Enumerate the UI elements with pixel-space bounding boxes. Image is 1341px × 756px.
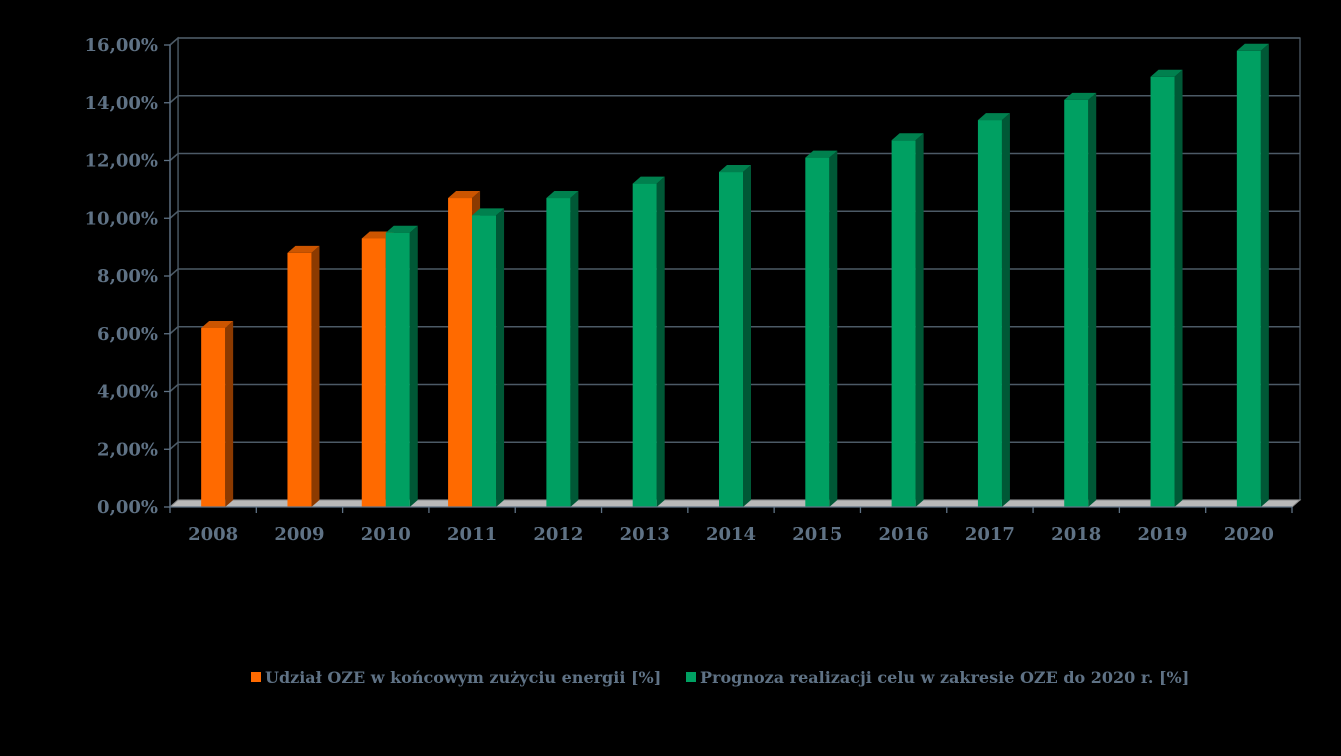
bar (201, 320, 234, 507)
bar-top (448, 191, 481, 199)
bar-top (632, 176, 665, 184)
bar-top (1150, 69, 1183, 77)
bar-side (915, 133, 924, 507)
bar-top (1236, 43, 1269, 51)
bar (385, 225, 418, 507)
gridline (169, 152, 1300, 162)
legend-swatch (251, 672, 261, 682)
bar (287, 245, 320, 507)
bar-side (1260, 43, 1269, 508)
bar-side (570, 191, 579, 507)
bar-top (472, 208, 505, 216)
bar (891, 133, 924, 507)
gridline (169, 210, 1300, 219)
y-tick-label: 10,00% (85, 208, 158, 229)
x-tick-label: 2017 (965, 524, 1015, 545)
legend-item: Udział OZE w końcowym zużyciu energii [%… (251, 668, 661, 687)
bar-front (805, 157, 830, 508)
bar-side (1001, 113, 1010, 507)
bar-front (632, 183, 657, 507)
x-tick-label: 2008 (188, 524, 238, 545)
y-tick-label: 16,00% (85, 35, 158, 56)
bar-top (201, 320, 234, 328)
bar-side (1088, 92, 1097, 508)
bar-top (287, 245, 320, 253)
bar-front (448, 198, 473, 507)
y-axis: 0,00% 2,00% 4,00% 6,00% 8,00% 10,00% 12,00% 14,… (85, 35, 171, 518)
y-tick-label: 2,00% (97, 439, 158, 460)
bar-front (201, 327, 226, 507)
x-tick-label: 2010 (361, 524, 411, 545)
x-tick-label: 2016 (879, 524, 929, 545)
x-tick-label: 2018 (1051, 524, 1101, 545)
bar-side (496, 208, 505, 508)
x-tick-label: 2014 (706, 524, 756, 545)
bar (1064, 92, 1097, 508)
bar-top (385, 225, 418, 233)
bar-side (829, 150, 838, 508)
bar-front (1150, 76, 1175, 507)
gridline (169, 326, 1300, 335)
y-tick-label: 12,00% (85, 151, 158, 172)
x-tick-label: 2009 (274, 524, 324, 545)
bar-side (225, 320, 234, 507)
x-tick-label: 2012 (533, 524, 583, 545)
bar-front (385, 232, 410, 507)
x-tick-label: 2011 (447, 524, 497, 545)
bar (805, 150, 838, 508)
gridline (169, 95, 1300, 104)
x-tick-label: 2020 (1224, 524, 1274, 545)
legend: Udział OZE w końcowym zużyciu energii [%… (251, 668, 1189, 687)
x-tick-label: 2013 (620, 524, 670, 545)
legend-item: Prognoza realizacji celu w zakresie OZE … (686, 668, 1189, 687)
bar-front (891, 140, 916, 507)
bar-top (719, 165, 751, 173)
bar-top (805, 150, 838, 158)
y-tick-label: 14,00% (85, 93, 158, 114)
bar-front (1064, 99, 1089, 508)
bar-side (1174, 69, 1183, 507)
y-tick-label: 8,00% (97, 266, 158, 287)
bar-top (977, 113, 1010, 121)
x-tick-label: 2019 (1137, 524, 1187, 545)
bar (632, 176, 665, 507)
bar-side (656, 176, 665, 507)
bar (1236, 43, 1269, 508)
bar (472, 208, 505, 508)
y-tick-label: 4,00% (97, 382, 158, 403)
y-tick-label: 0,00% (97, 497, 158, 518)
bar-front (546, 198, 571, 507)
bar-front (719, 172, 743, 508)
bar-top (1064, 92, 1097, 100)
bar-top (546, 191, 579, 199)
bar-front (1236, 50, 1261, 508)
bar-front (361, 238, 386, 507)
bar (1150, 69, 1183, 507)
gridline (169, 268, 1300, 277)
bar-front (287, 252, 312, 507)
gridline (169, 383, 1300, 393)
bar-side (409, 225, 418, 507)
x-tick-label: 2015 (792, 524, 842, 545)
legend-label: Prognoza realizacji celu w zakresie OZE … (700, 668, 1189, 687)
bar-side (311, 245, 320, 507)
bar-front (472, 215, 497, 508)
y-tick-label: 6,00% (97, 324, 158, 345)
bar-side (743, 165, 751, 508)
bar-front (977, 120, 1002, 507)
legend-label: Udział OZE w końcowym zużyciu energii [%… (265, 668, 661, 687)
gridlines (169, 37, 1300, 450)
gridline (169, 37, 1300, 46)
gridline (169, 441, 1300, 450)
legend-swatch (686, 672, 696, 682)
bar (977, 113, 1010, 507)
bar (719, 165, 751, 508)
x-axis: 2008 2009 2010 2011 2012 2013 2014 2015 2016 2017… (169, 506, 1293, 545)
bar (546, 191, 579, 507)
bars (201, 43, 1269, 508)
bar-top (891, 133, 924, 141)
